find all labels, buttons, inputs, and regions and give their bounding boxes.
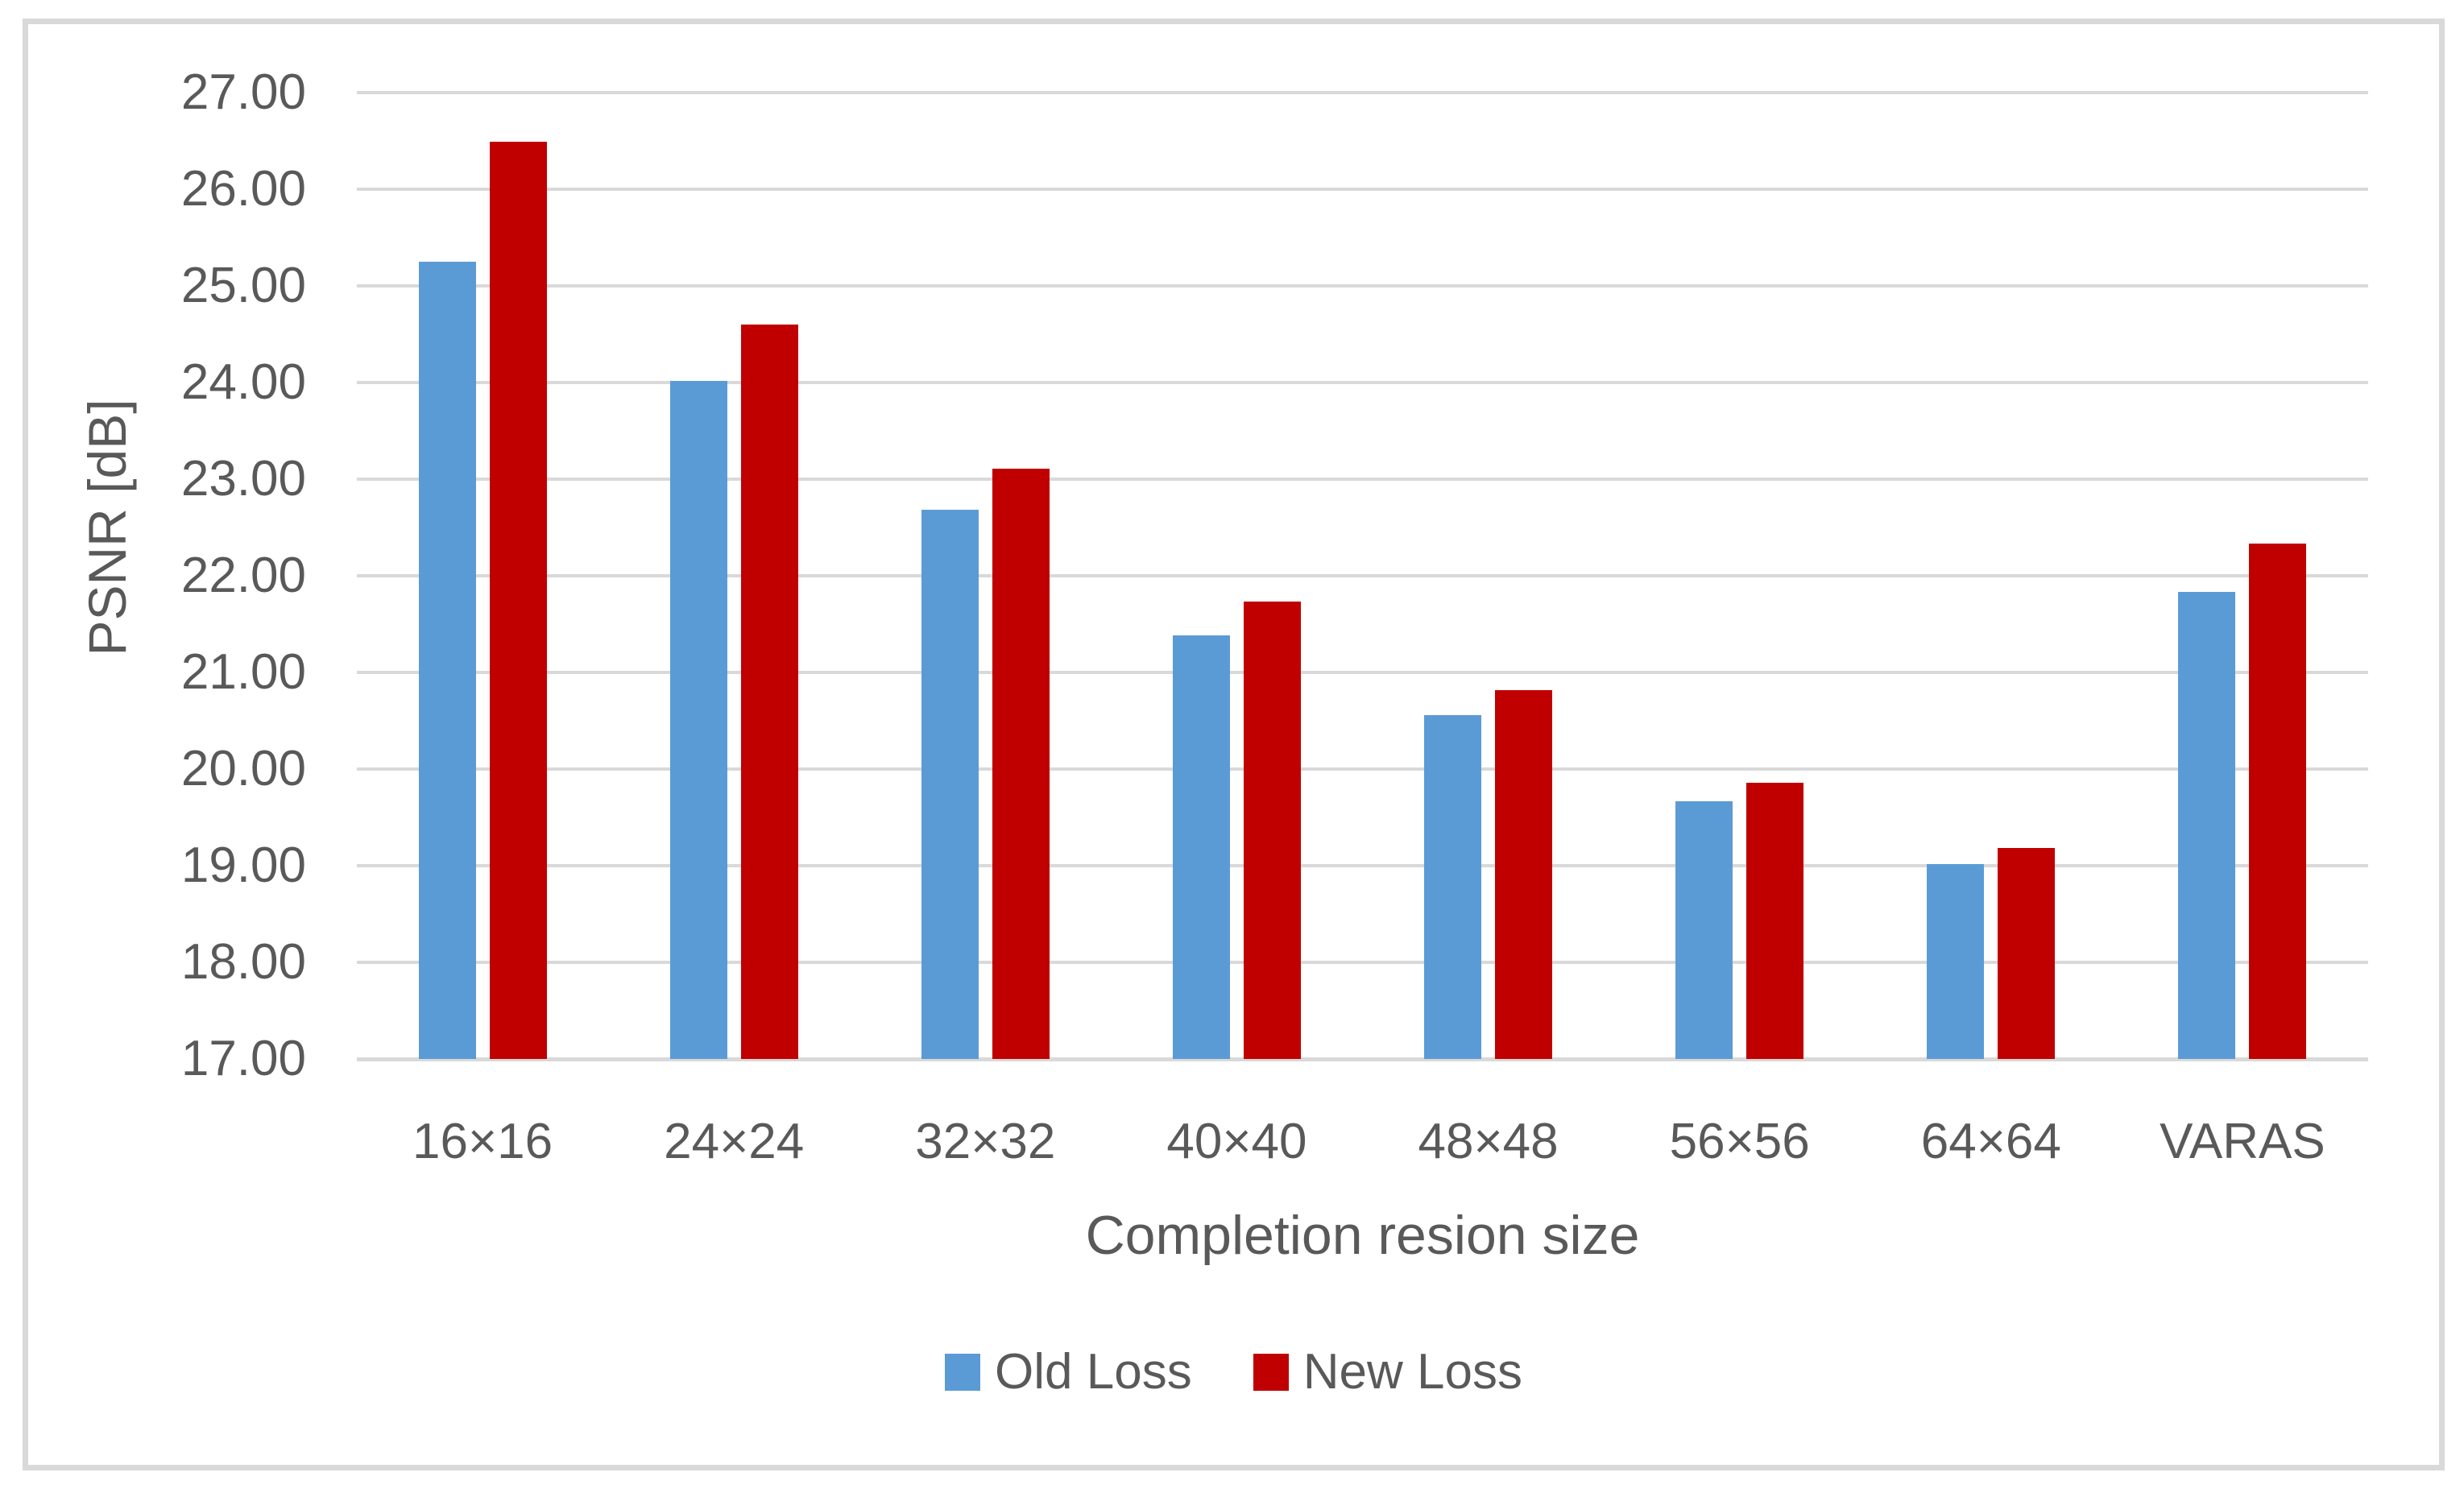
gridline — [357, 671, 2368, 674]
x-axis-title: Completion resion size — [1085, 1205, 1640, 1266]
y-tick-label: 20.00 — [180, 741, 306, 796]
y-tick-label: 18.00 — [180, 934, 306, 990]
legend-swatch-new-loss — [1253, 1354, 1289, 1391]
bar-old-loss-24x24 — [670, 381, 727, 1059]
x-category-label: 56×56 — [1669, 1114, 1810, 1169]
y-tick-label: 24.00 — [180, 354, 306, 410]
bar-new-loss-24x24 — [741, 325, 798, 1059]
bar-new-loss-16x16 — [490, 142, 547, 1059]
y-tick-label: 19.00 — [180, 838, 306, 893]
x-category-label: 40×40 — [1166, 1114, 1307, 1169]
x-axis-line — [357, 1057, 2368, 1061]
bar-old-loss-16x16 — [419, 262, 476, 1059]
bar-old-loss-varas — [2178, 592, 2235, 1059]
y-tick-label: 21.00 — [180, 644, 306, 700]
gridline — [357, 478, 2368, 481]
gridline — [357, 381, 2368, 384]
bar-old-loss-56x56 — [1675, 801, 1733, 1059]
bar-old-loss-32x32 — [921, 510, 979, 1059]
y-tick-label: 22.00 — [180, 548, 306, 603]
bar-new-loss-40x40 — [1244, 602, 1301, 1059]
y-tick-label: 25.00 — [180, 258, 306, 313]
legend-label-old-loss: Old Loss — [995, 1344, 1192, 1400]
legend-item-old-loss: Old Loss — [945, 1343, 1192, 1401]
legend: Old Loss New Loss — [23, 1343, 2445, 1401]
x-category-label: 48×48 — [1418, 1114, 1559, 1169]
bar-new-loss-varas — [2249, 544, 2306, 1059]
y-tick-label: 27.00 — [180, 64, 306, 120]
bar-new-loss-64x64 — [1998, 848, 2055, 1059]
y-tick-label: 17.00 — [180, 1031, 306, 1086]
gridline — [357, 864, 2368, 867]
bar-old-loss-40x40 — [1173, 635, 1230, 1059]
x-category-label: 24×24 — [664, 1114, 805, 1169]
legend-item-new-loss: New Loss — [1253, 1343, 1522, 1401]
gridline — [357, 91, 2368, 94]
bar-old-loss-48x48 — [1424, 715, 1481, 1059]
legend-label-new-loss: New Loss — [1302, 1344, 1522, 1400]
gridline — [357, 574, 2368, 577]
y-tick-label: 23.00 — [180, 451, 306, 507]
y-axis-title: PSNR [dB] — [77, 399, 137, 656]
bar-new-loss-32x32 — [992, 469, 1050, 1059]
x-category-label: 16×16 — [412, 1114, 553, 1169]
bar-new-loss-48x48 — [1495, 690, 1552, 1059]
bar-new-loss-56x56 — [1746, 783, 1803, 1059]
gridline — [357, 188, 2368, 191]
y-tick-label: 26.00 — [180, 161, 306, 217]
x-category-label: 64×64 — [1920, 1114, 2061, 1169]
x-category-label: VARAS — [2160, 1114, 2325, 1169]
legend-swatch-old-loss — [945, 1354, 981, 1391]
gridline — [357, 767, 2368, 771]
x-category-label: 32×32 — [915, 1114, 1056, 1169]
bar-old-loss-64x64 — [1927, 864, 1984, 1059]
gridline — [357, 284, 2368, 287]
gridline — [357, 961, 2368, 964]
